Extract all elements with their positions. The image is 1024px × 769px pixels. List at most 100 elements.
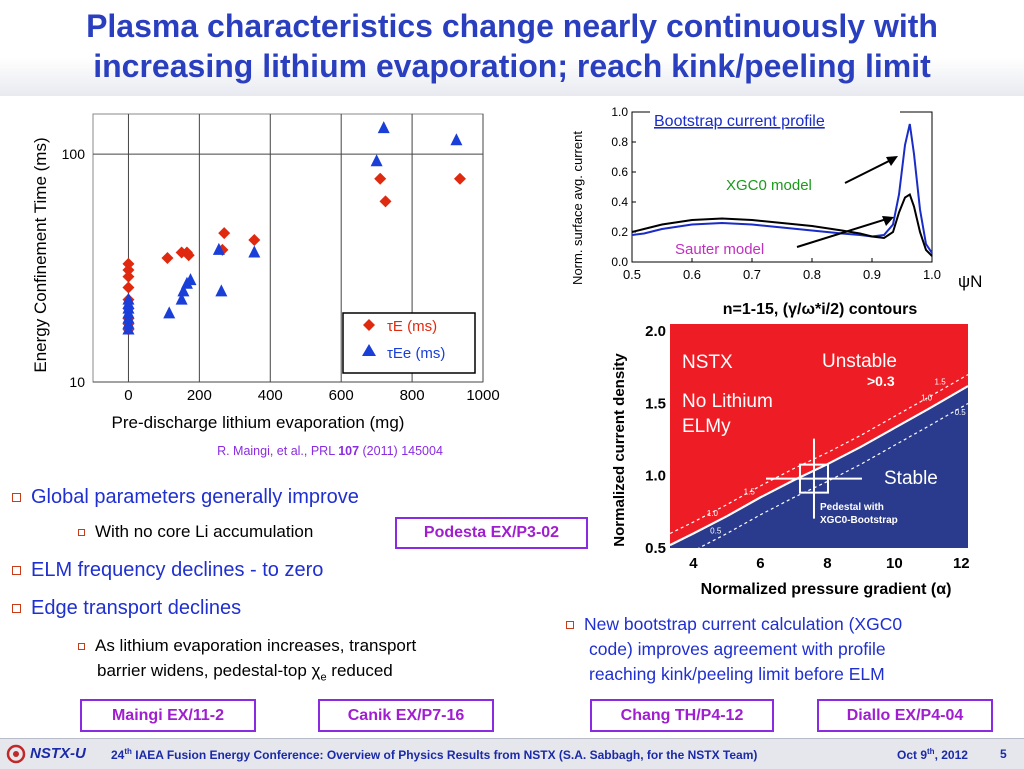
tick-labels: 0 200 400 600 800 1000 10 100 [62,146,500,404]
x-tick-label: 6 [756,555,764,572]
x-tick-label: 0.6 [683,267,701,282]
stability-diagram: n=1-15, (γ/ω*i/2) contours Normalized cu… [611,301,970,598]
contour-label: 0.5 [710,527,722,536]
bullet-marker [12,493,21,503]
tauEe-point [163,306,176,319]
nstx-logo-icon [6,744,26,764]
y-tick-label: 1.0 [611,105,628,119]
sauter-label: Sauter model [675,241,764,258]
y-tick-label: 100 [62,146,86,162]
bullet-new-bootstrap: New bootstrap current calculation (XGC0 … [566,612,902,687]
y-tick-label: 0.4 [611,195,628,209]
tauE-point [122,281,135,294]
bootstrap-current-chart: 0.5 0.6 0.7 0.8 0.9 1.0 0.0 0.2 0.4 0.6 0.8 1.0 Nor… [570,105,982,291]
bullet-edge-transport: Edge transport declines [12,597,241,620]
x-tick-label: 12 [953,555,970,572]
chart-title: Bootstrap current profile [654,113,825,130]
tauE-point [453,172,466,185]
contour-line [669,374,969,535]
contour-line [669,402,969,564]
diagram-title: n=1-15, (γ/ω*i/2) contours [723,301,918,318]
y-tick-label: 0.2 [611,225,628,239]
y-axis-label: Energy Confinement Time (ms) [31,137,50,372]
x-tick-label: 1000 [466,387,499,404]
x-tick-label: 0.8 [803,267,821,282]
contour-line [669,385,969,547]
tauE-point [122,264,135,277]
bullet-marker [566,621,574,630]
bullet-global-parameters: Global parameters generally improve [12,486,359,509]
sub-bullet-marker [78,643,85,651]
unstable-value: >0.3 [867,373,895,389]
tauEe-point [122,322,135,335]
x-tick-label: 0.9 [863,267,881,282]
footer: NSTX-U 24th IAEA Fusion Energy Conferenc… [0,738,1024,769]
ref-maingi: Maingi EX/11-2 [80,699,256,732]
xgc0-arrowhead [886,156,898,166]
sauter-curve [631,192,933,257]
bullet-no-core-li: With no core Li accumulation [78,522,313,542]
tauE-point [374,172,387,185]
tauE-point [218,227,231,240]
ref-chang: Chang TH/P4-12 [590,699,774,732]
xgc0-arrow [844,157,896,184]
ref-diallo: Diallo EX/P4-04 [817,699,993,732]
legend-tauEe: τEe (ms) [387,345,445,362]
title-backing [650,106,900,131]
nstx-u-logo: NSTX-U [30,745,86,762]
chi-e-symbol: χe [311,661,327,684]
pedestal-label-1: Pedestal with [820,502,884,513]
contour-label: 1.5 [744,488,756,497]
x-tick-label: 4 [689,555,698,572]
title-bar [0,0,1024,96]
tauEe-point [212,242,225,255]
y-tick-label: 1.5 [645,395,666,412]
xgc0-label: XGC0 model [726,177,812,194]
conference-text: 24th IAEA Fusion Energy Conference: Over… [111,747,758,762]
tauE-point [122,270,135,283]
contour-plot: 1.51.00.51.51.00.5 [669,324,969,564]
y-axis-label: Norm. surface avg. current [570,131,585,285]
tauE-point [248,233,261,246]
contour-label: 1.0 [921,394,933,403]
tauEe-point [177,284,190,297]
x-tick-label: 400 [258,387,283,404]
sub-bullet-marker [78,529,85,537]
y-tick-label: 1.0 [645,468,666,485]
no-lithium-label: No Lithium [682,391,773,412]
x-tick-label: 1.0 [923,267,941,282]
elmy-label: ELMy [682,416,731,437]
title-line-2: increasing lithium evaporation; reach ki… [93,48,931,84]
x-axis-label: ψN [958,272,982,291]
tauEe-point [175,292,188,305]
x-tick-label: 0.5 [623,267,641,282]
x-axis-label: Normalized pressure gradient (α) [701,581,952,598]
y-tick-label: 2.0 [645,323,666,340]
sauter-arrowhead [882,216,894,226]
x-tick-label: 8 [823,555,831,572]
y-tick-label: 10 [69,374,85,390]
contour-label: 1.5 [935,378,947,387]
nstx-label: NSTX [682,352,733,373]
page-number: 5 [1000,747,1007,761]
contour-label: 1.0 [707,509,719,518]
tauEe-point [184,273,197,286]
y-tick-label: 0.8 [611,135,628,149]
data-points [122,121,466,336]
tauE-point [122,257,135,270]
tauE-point [161,252,174,265]
x-tick-label: 0 [124,387,132,404]
tauEe-point [370,154,383,167]
legend-tauE: τE (ms) [387,318,437,335]
bullet-transport-barrier: As lithium evaporation increases, transp… [78,633,416,690]
x-tick-label: 600 [329,387,354,404]
date-text: Oct 9th, 2012 [897,747,968,762]
title-line-1: Plasma characteristics change nearly con… [86,8,938,44]
bullet-marker [12,566,21,576]
x-tick-label: 10 [886,555,903,572]
y-tick-label: 0.6 [611,165,628,179]
ref-podesta: Podesta EX/P3-02 [395,517,588,549]
contour-label: 0.5 [955,408,967,417]
x-tick-label: 800 [400,387,425,404]
y-axis-label: Normalized current density [611,353,628,547]
